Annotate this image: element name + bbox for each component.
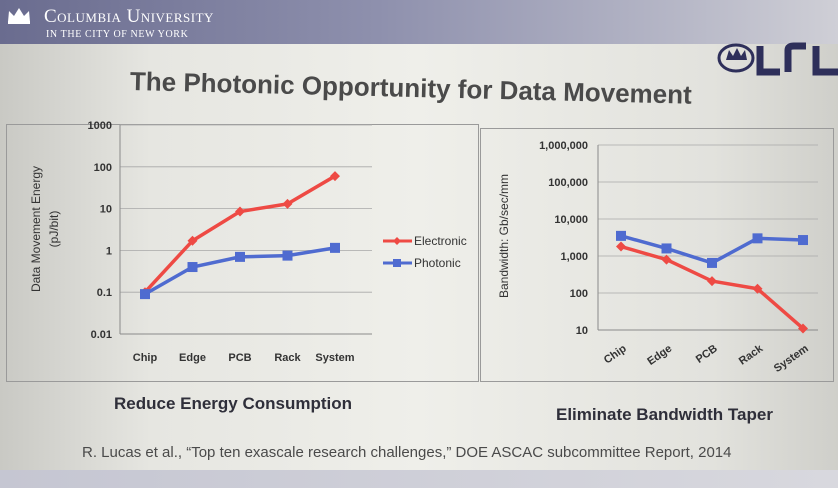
y-tick-label: 0.01 [91, 329, 112, 341]
electronic-data-point [752, 283, 763, 294]
x-tick-label: Chip [133, 352, 158, 364]
legend: Electronic Photonic [383, 234, 467, 270]
left-chart-frame [6, 124, 479, 382]
electronic-data-point [282, 198, 293, 209]
photonic-data-point [616, 230, 626, 241]
x-tick-label: Edge [645, 343, 674, 368]
photonic-data-point [707, 257, 717, 268]
citation: R. Lucas et al., “Top ten exascale resea… [82, 444, 732, 461]
x-tick-label: Edge [179, 352, 206, 364]
y-tick-label: 1,000,000 [539, 140, 588, 152]
photonic-data-point [661, 243, 672, 254]
energy-chart-caption: Reduce Energy Consumption [114, 394, 353, 413]
photonic-data-point [235, 251, 245, 262]
electronic-data-point [661, 254, 672, 265]
photonic-legend-marker [393, 259, 401, 267]
electronic-data-point [707, 276, 717, 287]
electronic-data-point [616, 241, 626, 252]
y-tick-label: 100,000 [548, 177, 588, 189]
x-tick-label: Chip [602, 342, 629, 366]
electronic-data-point [798, 323, 808, 334]
university-name: Columbia University [44, 6, 214, 27]
y-tick-label: 100 [94, 162, 112, 174]
footer-bar [0, 470, 838, 488]
y-tick-label: 0.1 [97, 287, 112, 299]
right-chart-frame [480, 128, 834, 382]
electronic-data-point [330, 171, 340, 182]
photonic-data-point [282, 250, 293, 261]
photonic-data-point [187, 262, 198, 273]
y-tick-label: 1,000 [560, 251, 588, 263]
x-tick-label: System [772, 343, 811, 375]
y-tick-label: 10,000 [554, 214, 588, 226]
x-tick-label: System [315, 352, 354, 364]
y-tick-label: 10 [576, 325, 588, 337]
y-axis-label-line: Data Movement Energy [29, 166, 43, 292]
x-tick-label: Rack [737, 342, 766, 367]
energy-chart-y-axis-label: Data Movement Energy (pJ/bit) [29, 166, 61, 292]
y-tick-label: 10 [100, 204, 112, 216]
photonic-legend-label: Photonic [414, 256, 461, 270]
y-tick-label: 1000 [88, 120, 112, 132]
photonic-data-point [140, 289, 150, 300]
photonic-data-point [330, 242, 340, 253]
bandwidth-chart-caption: Eliminate Bandwidth Taper [556, 405, 773, 424]
bandwidth-chart-grid [598, 144, 818, 331]
university-header-bar: Columbia University IN THE CITY OF NEW Y… [0, 0, 838, 44]
electronic-legend-label: Electronic [414, 234, 467, 248]
electronic-data-point [235, 206, 245, 217]
x-tick-label: PCB [228, 352, 251, 364]
y-tick-label: 1 [106, 245, 112, 257]
photonic-data-point [752, 233, 763, 244]
x-tick-label: Rack [274, 352, 301, 364]
x-tick-label: PCB [694, 343, 720, 366]
lab-logo [717, 42, 838, 76]
university-subtitle: IN THE CITY OF NEW YORK [46, 29, 189, 40]
y-tick-label: 100 [570, 288, 588, 300]
y-axis-label-line: (pJ/bit) [47, 211, 61, 248]
electronic-legend-marker [393, 237, 401, 245]
bandwidth-chart-y-axis-label: Bandwidth: Gb/sec/mm [497, 174, 511, 298]
electronic-data-point [187, 235, 198, 246]
photonic-data-point [798, 235, 808, 246]
crown-icon [8, 8, 30, 24]
